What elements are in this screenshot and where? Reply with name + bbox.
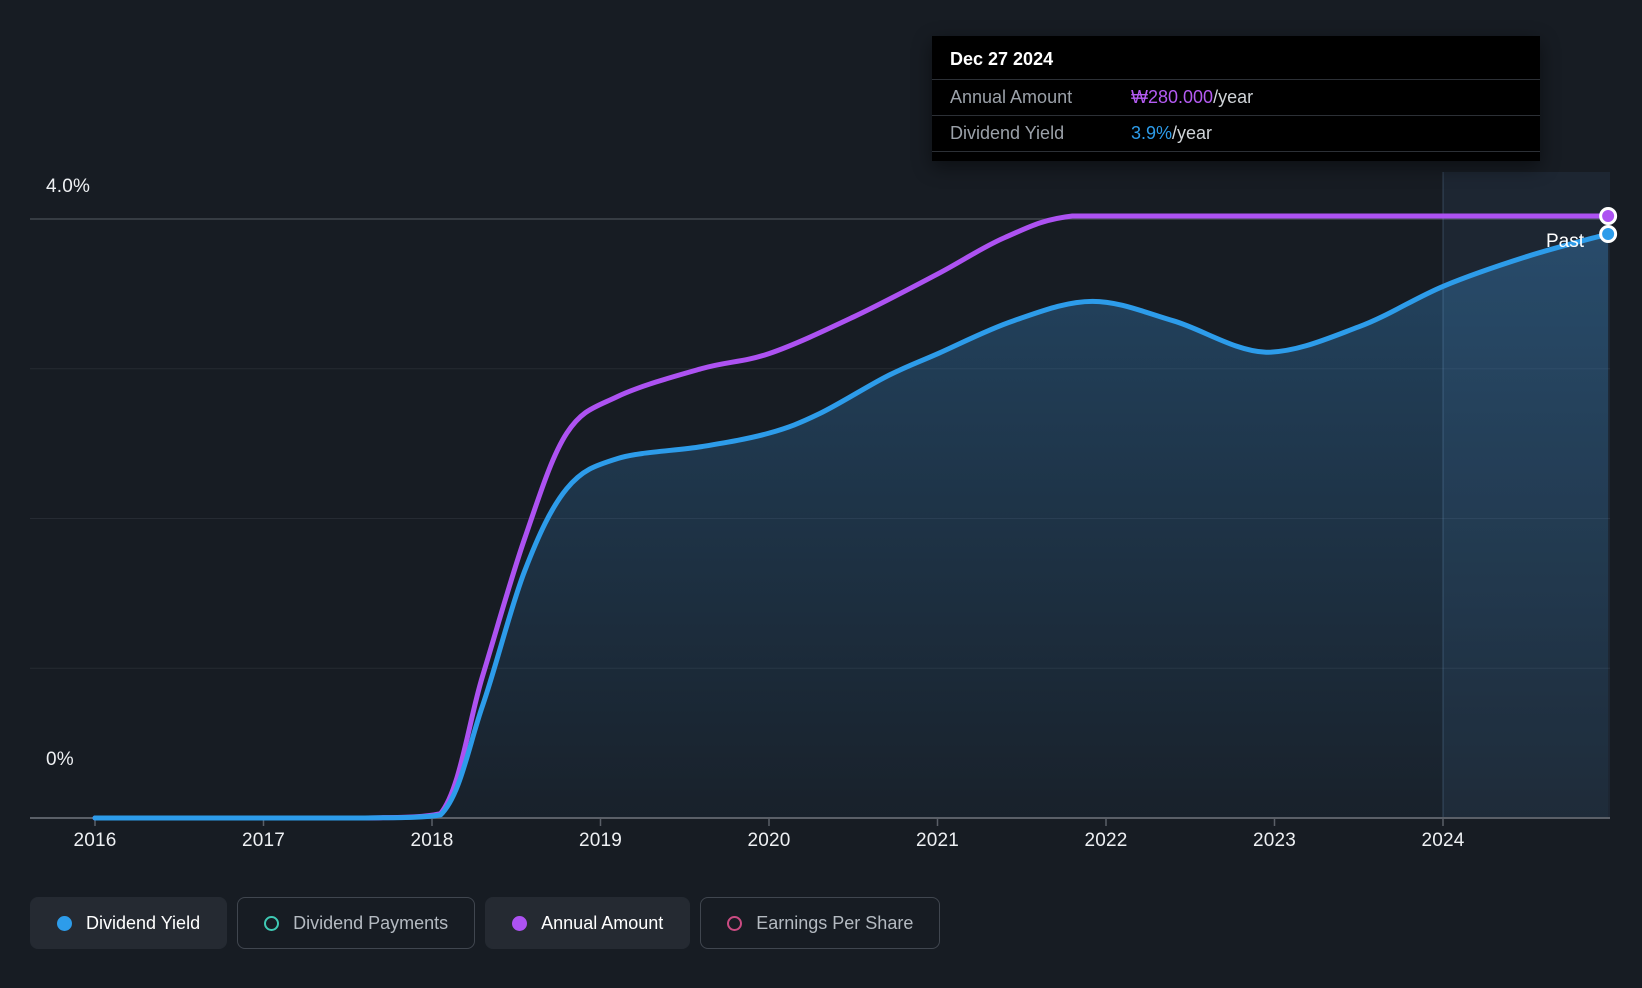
x-axis-label-2021: 2021 [915,830,960,851]
x-axis-label-2022: 2022 [1084,830,1128,851]
x-axis-label-2017: 2017 [241,830,286,851]
tooltip-row-dividend-yield: Dividend Yield 3.9%/year [932,115,1540,151]
legend-filled-dot-icon [57,915,72,931]
tooltip-value-annual-amount: ₩280.000 [1131,87,1214,107]
x-axis-label-2016: 2016 [73,830,117,851]
legend-label: Annual Amount [541,912,664,933]
tooltip-value-suffix: /year [1172,123,1213,143]
dividend-yield-line [92,231,1611,821]
legend: Dividend Yield Dividend Payments Annual Am… [30,897,941,949]
tooltip-row-annual-amount: Annual Amount ₩280.000/year [932,79,1540,115]
legend-item-earnings-per-share[interactable]: Earnings Per Share [700,897,941,949]
x-axis-label-2023: 2023 [1252,830,1297,851]
x-axis-label-2018: 2018 [410,830,454,851]
legend-item-annual-amount[interactable]: Annual Amount [485,897,691,949]
x-axis-label-2020: 2020 [747,830,791,851]
y-axis-label-top: 4.0% [46,176,91,197]
chart-plot-area[interactable] [0,0,1642,875]
legend-label: Earnings Per Share [756,912,914,933]
tooltip-date: Dec 27 2024 [950,49,1054,69]
tooltip-value-suffix: /year [1213,87,1254,107]
legend-ring-dot-icon [727,915,743,931]
legend-label: Dividend Payments [293,912,449,933]
legend-item-dividend-payments[interactable]: Dividend Payments [237,897,476,949]
tooltip-footer-rule [932,151,1540,161]
legend-filled-dot-icon [512,915,528,931]
past-region-label: Past [1546,231,1585,252]
past-year-highlight-band [1443,172,1610,818]
x-axis-label-2019: 2019 [578,830,623,851]
legend-item-dividend-yield[interactable]: Dividend Yield [30,897,228,949]
legend-ring-dot-icon [264,915,280,931]
dividend-yield-area-fill [95,233,1609,819]
tooltip-label: Dividend Yield [950,123,1065,143]
tooltip: Dec 27 2024 Annual Amount ₩280.000/year … [932,36,1540,161]
tooltip-value-dividend-yield: 3.9% [1131,123,1173,143]
x-axis-label-2024: 2024 [1421,830,1465,851]
legend-label: Dividend Yield [86,912,201,933]
tooltip-label: Annual Amount [950,87,1073,107]
annual-amount-endpoint-marker[interactable] [1599,207,1618,226]
dividend-yield-endpoint-marker[interactable] [1599,224,1618,243]
y-axis-label-zero: 0% [46,749,74,770]
